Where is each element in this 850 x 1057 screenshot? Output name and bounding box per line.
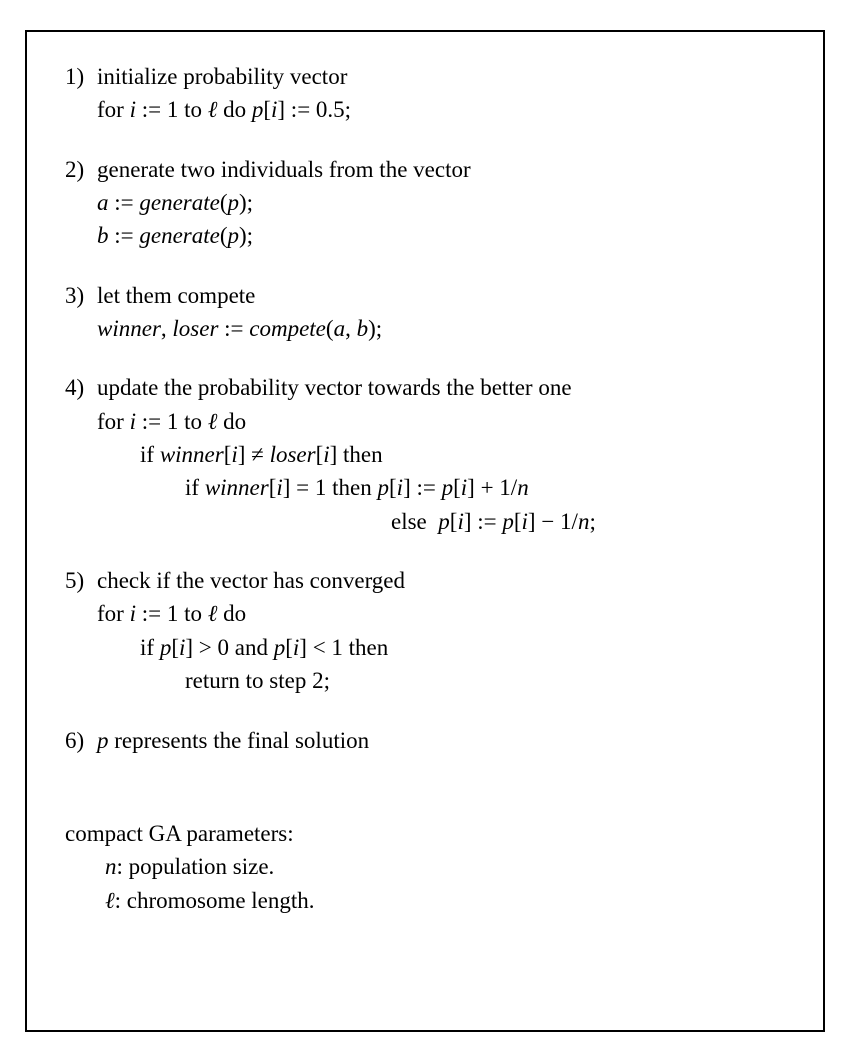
step-number: 4)	[65, 371, 97, 404]
step-title: update the probability vector towards th…	[97, 371, 572, 404]
step-title: generate two individuals from the vector	[97, 153, 471, 186]
parameters-items: n: population size.ℓ: chromosome length.	[65, 850, 793, 917]
step-title: check if the vector has converged	[97, 564, 405, 597]
step-body-line: b := generate(p);	[65, 219, 793, 252]
step-body-line: return to step 2;	[65, 664, 793, 697]
parameters-block: compact GA parameters: n: population siz…	[65, 817, 793, 917]
step-1: 1)initialize probability vectorfor i := …	[65, 60, 793, 127]
step-number: 2)	[65, 153, 97, 186]
parameters-heading: compact GA parameters:	[65, 817, 793, 850]
step-title-line: 1)initialize probability vector	[65, 60, 793, 93]
step-title-line: 3)let them compete	[65, 279, 793, 312]
step-body-line: else p[i] := p[i] − 1/n;	[65, 505, 793, 538]
steps-container: 1)initialize probability vectorfor i := …	[65, 60, 793, 757]
step-body-line: if winner[i] = 1 then p[i] := p[i] + 1/n	[65, 471, 793, 504]
step-number: 6)	[65, 724, 97, 757]
step-number: 5)	[65, 564, 97, 597]
step-body-line: if p[i] > 0 and p[i] < 1 then	[65, 631, 793, 664]
step-6: 6)p represents the final solution	[65, 724, 793, 757]
step-5: 5)check if the vector has convergedfor i…	[65, 564, 793, 697]
step-title: p represents the final solution	[97, 724, 369, 757]
step-number: 1)	[65, 60, 97, 93]
step-body-line: a := generate(p);	[65, 186, 793, 219]
parameter-item: n: population size.	[65, 850, 793, 883]
step-body-line: winner, loser := compete(a, b);	[65, 312, 793, 345]
step-body-line: for i := 1 to ℓ do	[65, 597, 793, 630]
parameter-item: ℓ: chromosome length.	[65, 884, 793, 917]
step-2: 2)generate two individuals from the vect…	[65, 153, 793, 253]
step-body-line: for i := 1 to ℓ do p[i] := 0.5;	[65, 93, 793, 126]
step-body-line: for i := 1 to ℓ do	[65, 405, 793, 438]
step-title-line: 2)generate two individuals from the vect…	[65, 153, 793, 186]
step-title: let them compete	[97, 279, 255, 312]
step-title-line: 5)check if the vector has converged	[65, 564, 793, 597]
page: 1)initialize probability vectorfor i := …	[0, 0, 850, 1057]
step-4: 4)update the probability vector towards …	[65, 371, 793, 538]
step-title-line: 6)p represents the final solution	[65, 724, 793, 757]
step-title: initialize probability vector	[97, 60, 347, 93]
step-number: 3)	[65, 279, 97, 312]
step-3: 3)let them competewinner, loser := compe…	[65, 279, 793, 346]
step-body-line: if winner[i] ≠ loser[i] then	[65, 438, 793, 471]
algorithm-frame: 1)initialize probability vectorfor i := …	[25, 30, 825, 1032]
step-title-line: 4)update the probability vector towards …	[65, 371, 793, 404]
